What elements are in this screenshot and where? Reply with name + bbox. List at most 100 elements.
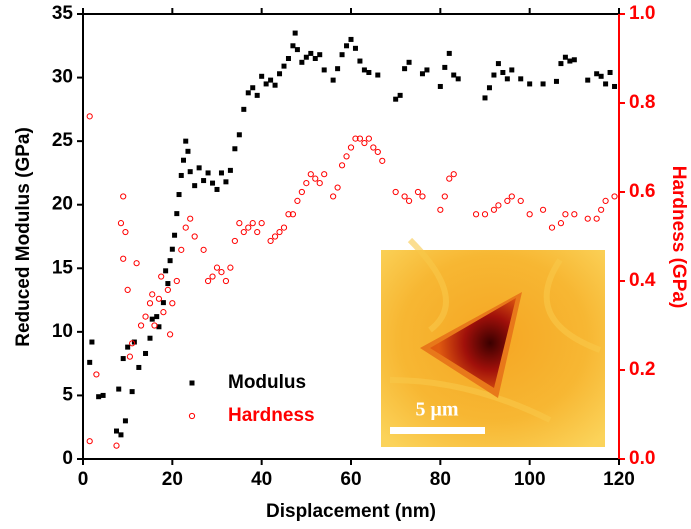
y-tick-label: 20: [52, 194, 73, 215]
y-tick-label: 0: [62, 448, 73, 469]
point: [406, 198, 411, 203]
point: [161, 300, 166, 305]
x-tick-label: 20: [162, 469, 183, 490]
point: [482, 212, 487, 217]
point: [415, 189, 420, 194]
legend-marker: [189, 413, 194, 418]
point: [500, 70, 505, 75]
point: [402, 194, 407, 199]
point: [572, 212, 577, 217]
point: [156, 296, 161, 301]
point: [268, 78, 273, 83]
point: [170, 247, 175, 252]
point: [563, 55, 568, 60]
point: [127, 354, 132, 359]
point: [214, 265, 219, 270]
y2-axis-label: Hardness (GPa): [668, 166, 689, 309]
point: [172, 233, 177, 238]
point: [123, 418, 128, 423]
y2-tick-label: 0.2: [629, 359, 655, 380]
x-tick-label: 120: [603, 469, 635, 490]
point: [118, 432, 123, 437]
point: [317, 181, 322, 186]
point: [232, 238, 237, 243]
point: [201, 178, 206, 183]
point: [438, 207, 443, 212]
chart: 5 μm Displacement (nm) Reduced Modulus (…: [0, 0, 691, 529]
point: [101, 393, 106, 398]
y-tick-label: 10: [52, 321, 73, 342]
point: [442, 194, 447, 199]
point: [136, 365, 141, 370]
point: [313, 56, 318, 61]
point: [161, 310, 166, 315]
inset-image: 5 μm: [381, 240, 605, 447]
point: [344, 154, 349, 159]
y2-tick-label: 0.8: [629, 92, 655, 113]
x-axis-label: Displacement (nm): [266, 501, 436, 522]
point: [585, 78, 590, 83]
point: [197, 165, 202, 170]
point: [293, 31, 298, 36]
point: [219, 170, 224, 175]
point: [241, 229, 246, 234]
point: [518, 198, 523, 203]
point: [273, 83, 278, 88]
point: [114, 429, 119, 434]
point: [558, 61, 563, 66]
point: [121, 356, 126, 361]
point: [424, 67, 429, 72]
point: [286, 56, 291, 61]
point: [438, 84, 443, 89]
point: [344, 43, 349, 48]
point: [527, 212, 532, 217]
point: [299, 189, 304, 194]
point: [250, 221, 255, 226]
point: [210, 274, 215, 279]
y-tick-label: 5: [62, 384, 73, 405]
point: [567, 59, 572, 64]
point: [554, 79, 559, 84]
point: [165, 281, 170, 286]
point: [179, 247, 184, 252]
x-tick-label: 0: [78, 469, 89, 490]
point: [362, 140, 367, 145]
point: [322, 67, 327, 72]
point: [308, 172, 313, 177]
legend-label: Hardness: [228, 405, 315, 426]
y2-tick-label: 1.0: [629, 3, 655, 24]
point: [87, 360, 92, 365]
point: [246, 90, 251, 95]
point: [181, 158, 186, 163]
point: [237, 221, 242, 226]
point: [205, 278, 210, 283]
point: [154, 314, 159, 319]
point: [143, 351, 148, 356]
point: [143, 314, 148, 319]
point: [509, 67, 514, 72]
x-tick-label: 80: [430, 469, 451, 490]
point: [201, 247, 206, 252]
point: [206, 170, 211, 175]
point: [599, 207, 604, 212]
point: [268, 238, 273, 243]
point: [451, 172, 456, 177]
point: [527, 81, 532, 86]
y-tick-label: 25: [52, 130, 74, 151]
point: [272, 234, 277, 239]
point: [339, 163, 344, 168]
point: [496, 61, 501, 66]
point: [451, 73, 456, 78]
point: [380, 158, 385, 163]
point: [210, 181, 215, 186]
point: [366, 136, 371, 141]
point: [89, 340, 94, 345]
point: [87, 439, 92, 444]
point: [349, 37, 354, 42]
point: [228, 168, 233, 173]
point: [483, 95, 488, 100]
point: [420, 194, 425, 199]
point: [585, 216, 590, 221]
point: [612, 84, 617, 89]
point: [295, 47, 300, 52]
